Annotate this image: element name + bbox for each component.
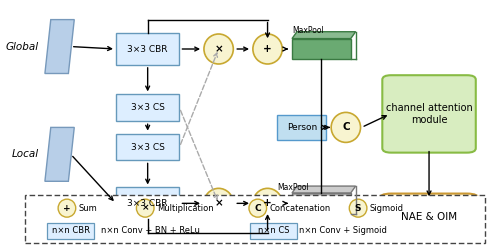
Text: 3×3 CBR: 3×3 CBR [128,199,168,208]
Polygon shape [45,20,74,74]
Text: ×: × [142,204,149,213]
FancyBboxPatch shape [116,187,180,219]
Text: Concatenation: Concatenation [270,204,331,213]
FancyBboxPatch shape [26,195,485,243]
Ellipse shape [249,199,266,217]
FancyBboxPatch shape [116,134,180,160]
Text: ×: × [214,44,223,54]
FancyBboxPatch shape [292,193,350,214]
FancyBboxPatch shape [292,38,350,59]
FancyBboxPatch shape [278,115,326,140]
Ellipse shape [331,112,360,142]
Text: n×n Conv + BN + ReLu: n×n Conv + BN + ReLu [101,226,200,235]
Text: ×: × [214,198,223,208]
Text: Global: Global [6,42,39,51]
Text: C: C [342,122,349,132]
FancyBboxPatch shape [379,194,479,240]
FancyBboxPatch shape [116,33,180,65]
Polygon shape [292,32,356,38]
Text: +: + [63,204,70,213]
FancyBboxPatch shape [250,223,297,239]
Text: 3×3 CS: 3×3 CS [130,103,164,112]
Ellipse shape [58,199,76,217]
Text: NAE & OIM: NAE & OIM [401,212,457,222]
Text: 3×3 CBR: 3×3 CBR [128,45,168,53]
Polygon shape [292,186,356,193]
Ellipse shape [253,34,282,64]
Text: n×n CS: n×n CS [258,226,290,235]
Text: +: + [263,44,272,54]
Text: n×n CBR: n×n CBR [52,226,90,235]
Text: S: S [355,204,362,213]
Text: Person: Person [286,123,317,132]
Ellipse shape [350,199,367,217]
FancyBboxPatch shape [48,223,94,239]
Text: channel attention
module: channel attention module [386,103,472,125]
Polygon shape [45,127,74,181]
Text: +: + [263,198,272,208]
Text: MaxPool: MaxPool [292,26,324,35]
Text: Sum: Sum [78,204,98,213]
Ellipse shape [204,34,234,64]
Text: MaxPool: MaxPool [278,183,309,192]
Text: Sigmoid: Sigmoid [370,204,404,213]
Text: 3×3 CS: 3×3 CS [130,143,164,151]
Text: C: C [254,204,261,213]
Ellipse shape [253,188,282,218]
Text: Local: Local [12,149,39,159]
Text: Multiplication: Multiplication [157,204,214,213]
Ellipse shape [136,199,154,217]
FancyBboxPatch shape [382,75,476,153]
FancyBboxPatch shape [116,94,180,121]
Ellipse shape [204,188,234,218]
Text: n×n Conv + Sigmoid: n×n Conv + Sigmoid [300,226,387,235]
